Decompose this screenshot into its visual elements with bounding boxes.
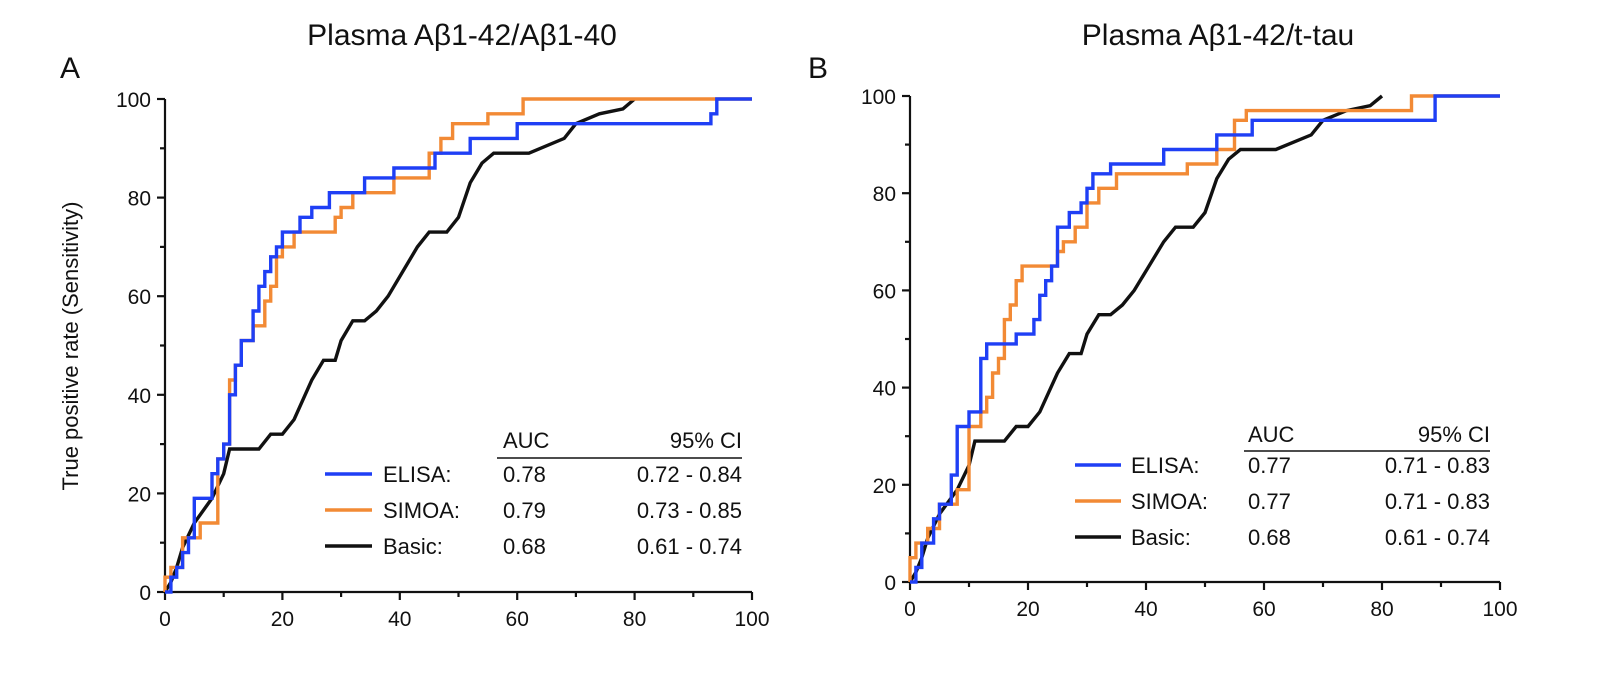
legend-ci-value: 0.61 - 0.74 [1385,525,1490,550]
legend-label: ELISA: [383,462,451,487]
legend-auc-value: 0.77 [1248,453,1291,478]
legend-label: SIMOA: [383,498,460,523]
legend: AUC 95% CI ELISA: 0.77 0.71 - 0.83 SIMOA: 0.77… [1075,422,1490,550]
x-tick-label: 20 [271,608,294,631]
roc-curve-elisa [910,94,1500,584]
y-tick-label: 80 [873,183,896,206]
x-tick-label: 40 [1134,598,1157,621]
roc-curve-elisa [165,97,752,594]
x-tick-label: 60 [1252,598,1275,621]
x-tick-label: 80 [623,608,646,631]
roc-curve-simoa [908,94,1500,582]
y-tick-label: 60 [128,286,151,309]
x-tick-label: 0 [159,608,171,631]
roc-curve-simoa [163,97,752,592]
panel-label: A [60,52,80,85]
legend-ci-value: 0.61 - 0.74 [637,534,742,559]
roc-curve-basic [908,94,1384,583]
legend-label: Basic: [1131,525,1191,550]
x-tick-label: 40 [388,608,411,631]
x-tick-label: 100 [1482,598,1517,621]
legend-ci-value: 0.72 - 0.84 [637,462,742,487]
legend-ci-value: 0.71 - 0.83 [1385,453,1490,478]
legend-header-ci: 95% CI [1418,422,1490,447]
x-tick-label: 100 [734,608,769,631]
y-tick-label: 0 [884,572,896,595]
legend-auc-value: 0.78 [503,462,546,487]
y-tick-label: 80 [128,188,151,211]
chart-title: Plasma Aβ1-42/Aβ1-40 [307,19,617,52]
legend-ci-value: 0.71 - 0.83 [1385,489,1490,514]
y-tick-label: 0 [139,582,151,605]
legend-auc-value: 0.77 [1248,489,1291,514]
y-tick-label: 20 [128,483,151,506]
roc-curve-basic [163,97,636,593]
legend-label: SIMOA: [1131,489,1208,514]
y-tick-label: 100 [861,86,896,109]
legend-header-auc: AUC [1248,422,1295,447]
legend-auc-value: 0.79 [503,498,546,523]
y-tick-label: 40 [873,378,896,401]
legend-label: ELISA: [1131,453,1199,478]
legend-label: Basic: [383,534,443,559]
chart-title: Plasma Aβ1-42/t-tau [1082,19,1354,52]
panel-label: B [808,52,828,85]
y-tick-label: 100 [116,89,151,112]
legend-header-auc: AUC [503,428,550,453]
legend: AUC 95% CI ELISA: 0.78 0.72 - 0.84 SIMOA: 0.79… [325,428,742,559]
y-tick-label: 60 [873,280,896,303]
y-axis-label: True positive rate (Sensitivity) [58,202,83,491]
y-tick-label: 40 [128,385,151,408]
x-tick-label: 0 [904,598,916,621]
legend-ci-value: 0.73 - 0.85 [637,498,742,523]
y-tick-label: 20 [873,475,896,498]
x-tick-label: 20 [1016,598,1039,621]
panel-b: Plasma Aβ1-42/t-tau B 0 20 40 60 80 100 0 20 40 60 8… [808,19,1518,621]
x-tick-label: 60 [506,608,529,631]
panel-a: Plasma Aβ1-42/Aβ1-40 A True positive rate … [58,19,770,631]
legend-auc-value: 0.68 [1248,525,1291,550]
legend-header-ci: 95% CI [670,428,742,453]
x-tick-label: 80 [1370,598,1393,621]
legend-auc-value: 0.68 [503,534,546,559]
